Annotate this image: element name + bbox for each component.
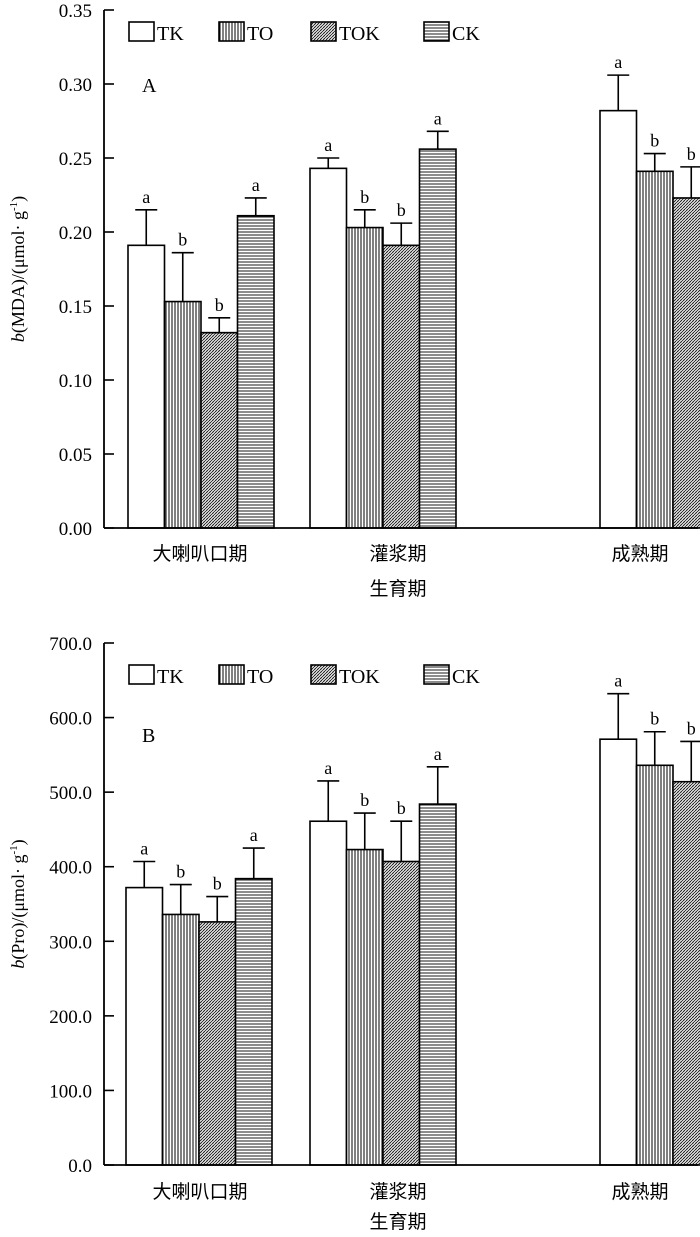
- bar-tk: [599, 738, 638, 1166]
- legend-label: TO: [247, 23, 273, 45]
- bar-tok: [382, 860, 421, 1166]
- significance-letter: a: [250, 825, 258, 845]
- legend-swatch-ck: [423, 664, 450, 685]
- bar-to: [635, 764, 674, 1166]
- y-tick-label: 0.10: [59, 371, 92, 392]
- legend-label: TO: [247, 666, 273, 688]
- significance-letter: a: [434, 108, 442, 128]
- x-axis-title: 生育期: [369, 1211, 426, 1233]
- bar-tok: [200, 331, 239, 529]
- legend-swatch-to: [218, 664, 245, 685]
- chart-panel-b: aaabbbbbbaaa0.0100.0200.0300.0400.0500.0…: [8, 634, 700, 1233]
- y-tick-label: 0.0: [68, 1156, 92, 1177]
- bar-tk: [127, 244, 166, 529]
- significance-letter: a: [614, 52, 622, 72]
- significance-letter: a: [614, 671, 622, 691]
- legend-label: TK: [157, 23, 184, 45]
- y-tick-label: 700.0: [49, 634, 92, 655]
- legend-label: CK: [452, 23, 480, 45]
- bar-tk: [599, 109, 638, 529]
- significance-letter: b: [650, 131, 659, 151]
- significance-letter: b: [687, 718, 696, 738]
- legend-label: CK: [452, 666, 480, 688]
- x-tick-label: 灌浆期: [369, 543, 426, 565]
- y-tick-label: 100.0: [49, 1081, 92, 1102]
- significance-letter: a: [434, 744, 442, 764]
- legend-swatch-tok: [310, 21, 337, 42]
- x-tick-label: 成熟期: [611, 1181, 668, 1203]
- y-tick-label: 300.0: [49, 932, 92, 953]
- y-tick-label: 200.0: [49, 1007, 92, 1028]
- bar-ck: [234, 877, 273, 1166]
- bar-tok: [198, 921, 237, 1166]
- significance-letter: b: [176, 862, 185, 882]
- significance-letter: b: [687, 144, 696, 164]
- significance-letter: a: [142, 187, 150, 207]
- x-axis-title: 生育期: [369, 578, 426, 600]
- y-tick-label: 0.00: [59, 519, 92, 540]
- bar-tok: [382, 244, 421, 529]
- bar-tok: [672, 197, 700, 529]
- bar-tk: [309, 167, 348, 529]
- legend-swatch-tok: [310, 664, 337, 685]
- x-tick-label: 成熟期: [611, 543, 668, 565]
- significance-letter: a: [324, 135, 332, 155]
- y-axis-title: b(MDA)/(μmol· g-1): [8, 196, 29, 342]
- bar-ck: [236, 214, 275, 529]
- bar-to: [635, 170, 674, 529]
- y-tick-label: 0.25: [59, 149, 92, 170]
- x-tick-label: 灌浆期: [369, 1181, 426, 1203]
- y-tick-label: 500.0: [49, 783, 92, 804]
- legend-label: TK: [157, 666, 184, 688]
- legend-swatch-tk: [128, 664, 155, 685]
- significance-letter: b: [360, 187, 369, 207]
- significance-letter: a: [324, 758, 332, 778]
- y-tick-label: 600.0: [49, 709, 92, 730]
- significance-letter: b: [397, 798, 406, 818]
- legend-swatch-tk: [128, 21, 155, 42]
- bar-tk: [125, 886, 164, 1166]
- panel-label: A: [142, 75, 157, 97]
- y-tick-label: 0.15: [59, 297, 92, 318]
- y-tick-label: 0.20: [59, 223, 92, 244]
- chart-panel-a: aaabbbbbbaaa0.000.050.100.150.200.250.30…: [8, 1, 700, 600]
- significance-letter: b: [650, 709, 659, 729]
- x-tick-label: 大喇叭口期: [152, 543, 247, 565]
- bar-tok: [672, 780, 700, 1166]
- bar-to: [345, 226, 384, 529]
- bar-to: [161, 913, 200, 1166]
- bar-to: [345, 848, 384, 1166]
- y-axis-title: b(Pro)/(μmol· g-1): [8, 839, 29, 968]
- legend-swatch-ck: [423, 21, 450, 42]
- y-tick-label: 0.05: [59, 445, 92, 466]
- bar-to: [163, 300, 202, 529]
- bar-ck: [418, 148, 457, 529]
- significance-letter: b: [360, 790, 369, 810]
- y-tick-label: 400.0: [49, 858, 92, 879]
- significance-letter: a: [252, 175, 260, 195]
- significance-letter: b: [215, 295, 224, 315]
- y-tick-label: 0.35: [59, 1, 92, 22]
- legend-label: TOK: [339, 666, 380, 688]
- legend-label: TOK: [339, 23, 380, 45]
- y-tick-label: 0.30: [59, 75, 92, 96]
- legend-swatch-to: [218, 21, 245, 42]
- bar-tk: [309, 820, 348, 1166]
- x-tick-label: 大喇叭口期: [152, 1181, 247, 1203]
- significance-letter: b: [213, 874, 222, 894]
- bar-ck: [418, 803, 457, 1166]
- significance-letter: b: [397, 200, 406, 220]
- significance-letter: b: [178, 230, 187, 250]
- significance-letter: a: [140, 838, 148, 858]
- panel-label: B: [142, 725, 155, 747]
